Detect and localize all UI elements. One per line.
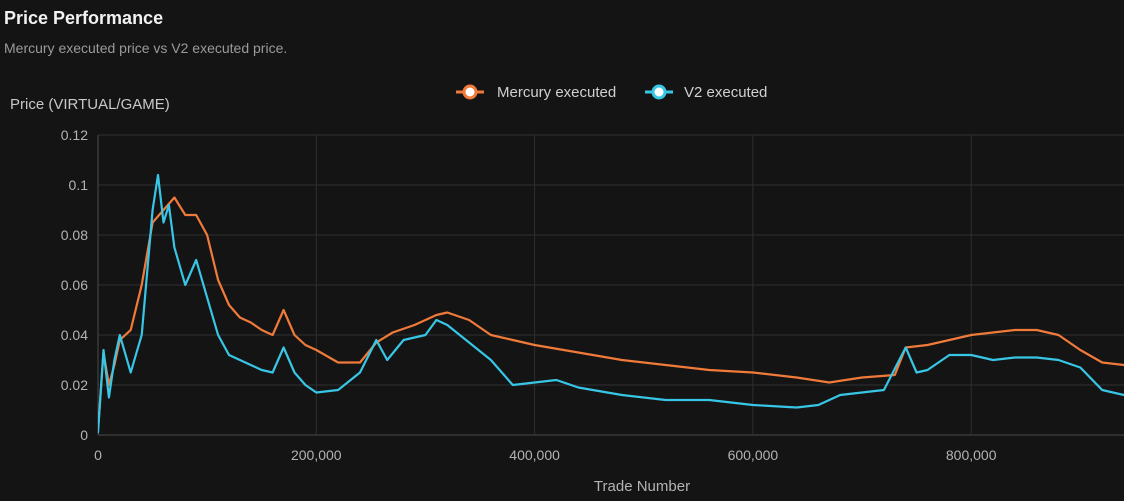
series-lines xyxy=(98,173,1124,434)
legend-item-v2[interactable]: V2 executed xyxy=(645,84,767,101)
y-axis-label: Price (VIRTUAL/GAME) xyxy=(10,96,170,113)
x-tick-label: 0 xyxy=(94,447,102,463)
y-tick-label: 0.1 xyxy=(69,177,89,193)
y-tick-label: 0.04 xyxy=(61,327,88,343)
x-axis-label: Trade Number xyxy=(594,478,690,495)
y-tick-label: 0.02 xyxy=(61,377,88,393)
series-line-v2 xyxy=(98,173,1124,434)
y-tick-label: 0.12 xyxy=(61,127,88,143)
legend-marker-icon xyxy=(651,84,667,100)
legend-marker-icon xyxy=(462,84,478,100)
legend-item-mercury[interactable]: Mercury executed xyxy=(456,84,616,101)
y-tick-label: 0.08 xyxy=(61,227,88,243)
x-tick-label: 200,000 xyxy=(291,447,342,463)
x-tick-label: 400,000 xyxy=(509,447,560,463)
legend[interactable]: Mercury executed V2 executed xyxy=(456,84,767,101)
legend-label: V2 executed xyxy=(684,84,767,101)
chart-subtitle: Mercury executed price vs V2 executed pr… xyxy=(4,40,288,56)
y-tick-label: 0 xyxy=(80,427,88,443)
axes: 0 0.02 0.04 0.06 0.08 0.1 0.12 0 200,000 400,000 6… xyxy=(61,127,997,463)
y-tick-label: 0.06 xyxy=(61,277,88,293)
grid-lines xyxy=(97,134,1124,436)
series-line-mercury xyxy=(98,196,1124,432)
legend-label: Mercury executed xyxy=(497,84,616,101)
x-tick-label: 600,000 xyxy=(728,447,779,463)
chart-title: Price Performance xyxy=(4,8,164,28)
x-tick-label: 800,000 xyxy=(946,447,997,463)
